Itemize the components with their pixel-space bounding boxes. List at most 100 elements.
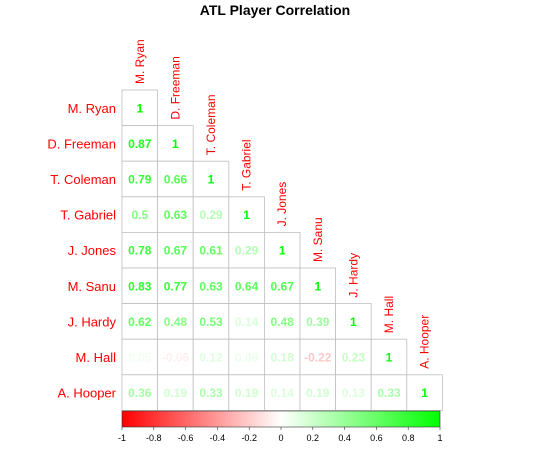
cell-value-label: 1 — [136, 101, 143, 115]
heatmap-cell-8-2 — [192, 374, 230, 411]
cell-value-label: 0.33 — [377, 386, 401, 400]
row-label: J. Jones — [68, 243, 117, 258]
cell-value-label: 0.14 — [235, 315, 259, 329]
heatmap-cell-5-0 — [121, 267, 158, 304]
column-label: M. Ryan — [133, 39, 147, 84]
heatmap-cell-8-4 — [263, 374, 301, 411]
cell-value-label: 1 — [208, 173, 215, 187]
heatmap-cell-8-0 — [121, 374, 158, 411]
cell-value-label: 1 — [243, 208, 250, 222]
color-scale-tick-label: 0 — [278, 433, 283, 443]
column-label: T. Coleman — [204, 94, 218, 155]
color-scale-gradient — [121, 410, 441, 428]
cell-value-label: 0.67 — [164, 244, 188, 258]
cell-value-label: 0.48 — [164, 315, 188, 329]
cell-value-label: 0.39 — [306, 315, 330, 329]
color-scale-tick-label: 0.2 — [307, 433, 320, 443]
cell-value-label: 1 — [421, 386, 428, 400]
heatmap-cell-5-1 — [157, 267, 194, 304]
cell-value-label: 0.05 — [128, 351, 152, 365]
cell-value-label: 1 — [314, 279, 321, 293]
cell-value-label: 0.14 — [271, 386, 295, 400]
heatmap-cells: 1 0.87 1 0.79 0.66 1 0.5 0.63 0.29 1 0.78 0.67 0.61 0… — [121, 89, 443, 411]
row-label: T. Gabriel — [60, 208, 116, 223]
color-scale-tick-label: 0.8 — [402, 433, 415, 443]
column-label: J. Hardy — [346, 253, 360, 298]
row-label: J. Hardy — [68, 314, 117, 329]
heatmap-cell-6-6 — [335, 303, 372, 340]
heatmap-cell-5-2 — [192, 267, 230, 304]
color-scale-tick-label: -1 — [118, 433, 126, 443]
cell-value-label: -0.06 — [162, 351, 190, 365]
cell-value-label: 0.78 — [128, 244, 152, 258]
row-labels: M. Ryan D. Freeman T. Coleman T. Gabriel J. … — [47, 101, 116, 401]
color-scale-bar: -1 -0.8 -0.6 -0.4 -0.2 0 0.2 0.4 0.6 0.8 1 — [118, 410, 443, 443]
column-label: A. Hooper — [418, 315, 432, 369]
heatmap-cell-1-0 — [121, 125, 158, 162]
column-label: D. Freeman — [168, 56, 182, 119]
color-scale-tick-label: -0.4 — [210, 433, 226, 443]
cell-value-label: 0.19 — [235, 386, 259, 400]
cell-value-label: 0.08 — [235, 351, 259, 365]
heatmap-cell-5-3 — [228, 267, 265, 304]
column-label: J. Jones — [275, 182, 289, 227]
heatmap-cell-6-5 — [299, 303, 336, 340]
color-scale-tick-label: 0.4 — [338, 433, 351, 443]
cell-value-label: 0.29 — [199, 208, 223, 222]
cell-value-label: 0.19 — [164, 386, 188, 400]
cell-value-label: 0.12 — [199, 351, 223, 365]
heatmap-cell-7-2 — [192, 338, 230, 376]
heatmap-cell-5-4 — [263, 267, 301, 304]
heatmap-cell-6-0 — [121, 303, 158, 340]
heatmap-cell-0-0 — [121, 89, 158, 126]
color-scale-tick-label: 1 — [437, 433, 442, 443]
cell-value-label: 0.23 — [342, 351, 366, 365]
heatmap-cell-4-1 — [157, 231, 194, 269]
heatmap-cell-3-3 — [228, 196, 265, 233]
row-label: M. Hall — [76, 350, 117, 365]
heatmap-cell-8-1 — [157, 374, 194, 411]
cell-value-label: 0.87 — [128, 137, 152, 151]
cell-value-label: 0.19 — [306, 386, 330, 400]
cell-value-label: 0.61 — [199, 244, 223, 258]
heatmap-cell-6-1 — [157, 303, 194, 340]
cell-value-label: 1 — [279, 244, 286, 258]
cell-value-label: 0.5 — [131, 208, 148, 222]
chart-title: ATL Player Correlation — [200, 2, 350, 18]
cell-value-label: 0.63 — [164, 208, 188, 222]
cell-value-label: 0.33 — [199, 386, 223, 400]
column-label: M. Sanu — [311, 217, 325, 262]
cell-value-label: 0.62 — [128, 315, 152, 329]
cell-value-label: -0.22 — [304, 351, 332, 365]
heatmap-cell-7-0 — [121, 338, 158, 376]
heatmap-cell-7-7 — [370, 338, 408, 376]
cell-value-label: 0.67 — [271, 279, 295, 293]
cell-value-label: 1 — [350, 315, 357, 329]
row-label: T. Coleman — [50, 172, 116, 187]
cell-value-label: 0.83 — [128, 279, 152, 293]
cell-value-label: 0.64 — [235, 279, 259, 293]
color-scale-tick-label: -0.8 — [146, 433, 162, 443]
cell-value-label: 0.36 — [128, 386, 152, 400]
cell-value-label: 0.66 — [164, 173, 188, 187]
heatmap-cell-8-5 — [299, 374, 336, 411]
cell-value-label: 0.77 — [164, 279, 188, 293]
cell-value-label: 0.53 — [199, 315, 223, 329]
heatmap-cell-8-3 — [228, 374, 265, 411]
cell-value-label: 0.13 — [342, 386, 366, 400]
color-scale-tick-label: -0.2 — [241, 433, 257, 443]
cell-value-label: 0.48 — [271, 315, 295, 329]
heatmap-cell-4-3 — [228, 231, 265, 269]
cell-value-label: 1 — [386, 351, 393, 365]
color-scale-tick-label: 0.6 — [370, 433, 383, 443]
heatmap-cell-5-5 — [299, 267, 336, 304]
heatmap-cell-8-6 — [335, 374, 372, 411]
column-label: M. Hall — [382, 296, 396, 333]
cell-value-label: 1 — [172, 137, 179, 151]
color-scale-tick-label: -0.6 — [178, 433, 194, 443]
cell-value-label: 0.18 — [271, 351, 295, 365]
heatmap-cell-8-8 — [406, 374, 443, 411]
row-label: A. Hooper — [57, 386, 116, 401]
